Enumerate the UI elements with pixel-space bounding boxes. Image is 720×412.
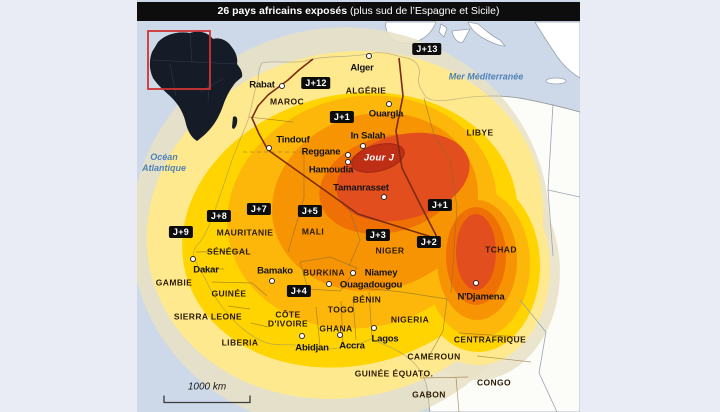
city-marker-dakar [190,256,196,262]
city-label-rabat: Rabat [249,79,275,91]
day-marker-j-3-8: J+3 [365,229,391,241]
city-marker-ouagadougou [326,281,332,287]
africa-inset [147,30,243,141]
day-marker-j-7-3: J+7 [246,203,272,215]
country-label-maroc: MAROC [269,96,305,107]
country-label-congo: CONGO [476,377,512,388]
city-marker-reggane [345,152,351,158]
day-marker-j-1-2: J+1 [329,111,355,123]
day-marker-j-13-0: J+13 [412,43,442,55]
city-marker-accra [337,332,343,338]
city-label-ouargla: Ouargla [368,108,404,120]
city-marker-ouargla [386,101,392,107]
country-label-c-te-d-ivoire: CÔTE D'IVOIRE [267,309,309,329]
city-label-tindouf: Tindouf [276,134,310,146]
country-label-burkina: BURKINA [303,267,345,278]
city-marker-alger [366,53,372,59]
ground-zero-label: Jour J [363,152,395,164]
city-label-accra: Accra [339,340,365,352]
title-bar: 26 pays africains exposés (plus sud de l… [137,2,580,21]
ground-zero-ellipse [351,143,405,173]
country-label-centrafrique: CENTRAFRIQUE [453,334,527,345]
city-marker-hamoudia [345,159,351,165]
country-label-gambie: GAMBIE [155,277,193,288]
country-label-togo: TOGO [327,304,355,315]
country-label-niger: NIGER [375,245,405,256]
crete-island [545,77,567,85]
country-label-nigeria: NIGERIA [390,314,430,325]
city-label-abidjan: Abidjan [295,342,329,354]
city-marker-tindouf [266,145,272,151]
sicily-island [451,28,471,43]
city-marker-rabat [279,83,285,89]
fallout-zone-red-south-lobe [456,214,496,290]
country-label-liberia: LIBERIA [221,337,259,348]
city-marker-lagos [371,325,377,331]
city-label-n-djamena: N'Djamena [457,291,505,303]
city-label-bamako: Bamako [257,265,293,277]
city-marker-n-djamena [473,280,479,286]
city-label-tamanrasset: Tamanrasset [333,182,389,194]
city-label-ouagadougou: Ouagadougou [339,279,403,291]
coastline-overlay [192,52,580,412]
country-label-alg-rie: ALGÉRIE [345,85,387,96]
city-marker-tamanrasset [381,194,387,200]
city-label-niamey: Niamey [364,267,398,279]
day-marker-j-1-7: J+1 [427,199,453,211]
greece-coast [534,21,580,79]
country-label-gabon: GABON [412,389,446,400]
country-label-guin-e: GUINÉE [211,288,247,299]
country-label-b-nin: BÉNIN [352,294,382,305]
page-subtitle: (plus sud de l’Espagne et Sicile) [347,5,500,17]
day-marker-j-9-6: J+9 [168,226,194,238]
city-marker-in-salah [360,143,366,149]
eastern-borders [519,103,580,412]
country-label-libye: LIBYE [466,127,494,138]
day-marker-j-4-10: J+4 [286,285,312,297]
scale-label: 1000 km [187,381,227,393]
country-label-cameroun: CAMEROUN [407,351,461,362]
italy-coast [467,21,506,47]
country-label-ghana: GHANA [319,323,353,334]
day-marker-j-12-1: J+12 [301,77,331,89]
city-label-reggane: Reggane [301,146,341,158]
city-label-in-salah: In Salah [350,130,386,142]
city-label-alger: Alger [350,62,374,74]
city-label-lagos: Lagos [371,333,399,345]
country-label-sierra-leone: SIERRA LEONE [173,311,243,322]
country-label-mauritanie: MAURITANIE [216,227,274,238]
city-marker-abidjan [299,333,305,339]
country-label-guin-e-quato: GUINÉE ÉQUATO. [354,368,434,379]
scale-bracket [163,395,251,404]
day-marker-j-5-4: J+5 [297,205,323,217]
country-borders [195,97,532,412]
day-marker-j-2-9: J+2 [416,236,442,248]
day-marker-j-8-5: J+8 [206,210,232,222]
country-label-s-n-gal: SÉNÉGAL [207,246,251,257]
country-label-mali: MALI [301,226,325,237]
city-label-hamoudia: Hamoudia [308,164,354,176]
country-label-tchad: TCHAD [485,244,517,255]
atlantic-ocean-label: Océan Atlantique [142,152,186,173]
page-title: 26 pays africains exposés [217,5,348,17]
city-marker-niamey [350,270,356,276]
inset-highlight-rect [147,30,211,90]
city-label-dakar: Dakar [193,264,219,276]
city-marker-bamako [269,278,275,284]
sardinia-island [438,23,448,38]
mediterranean-sea-label: Mer Méditerranée [448,71,524,82]
